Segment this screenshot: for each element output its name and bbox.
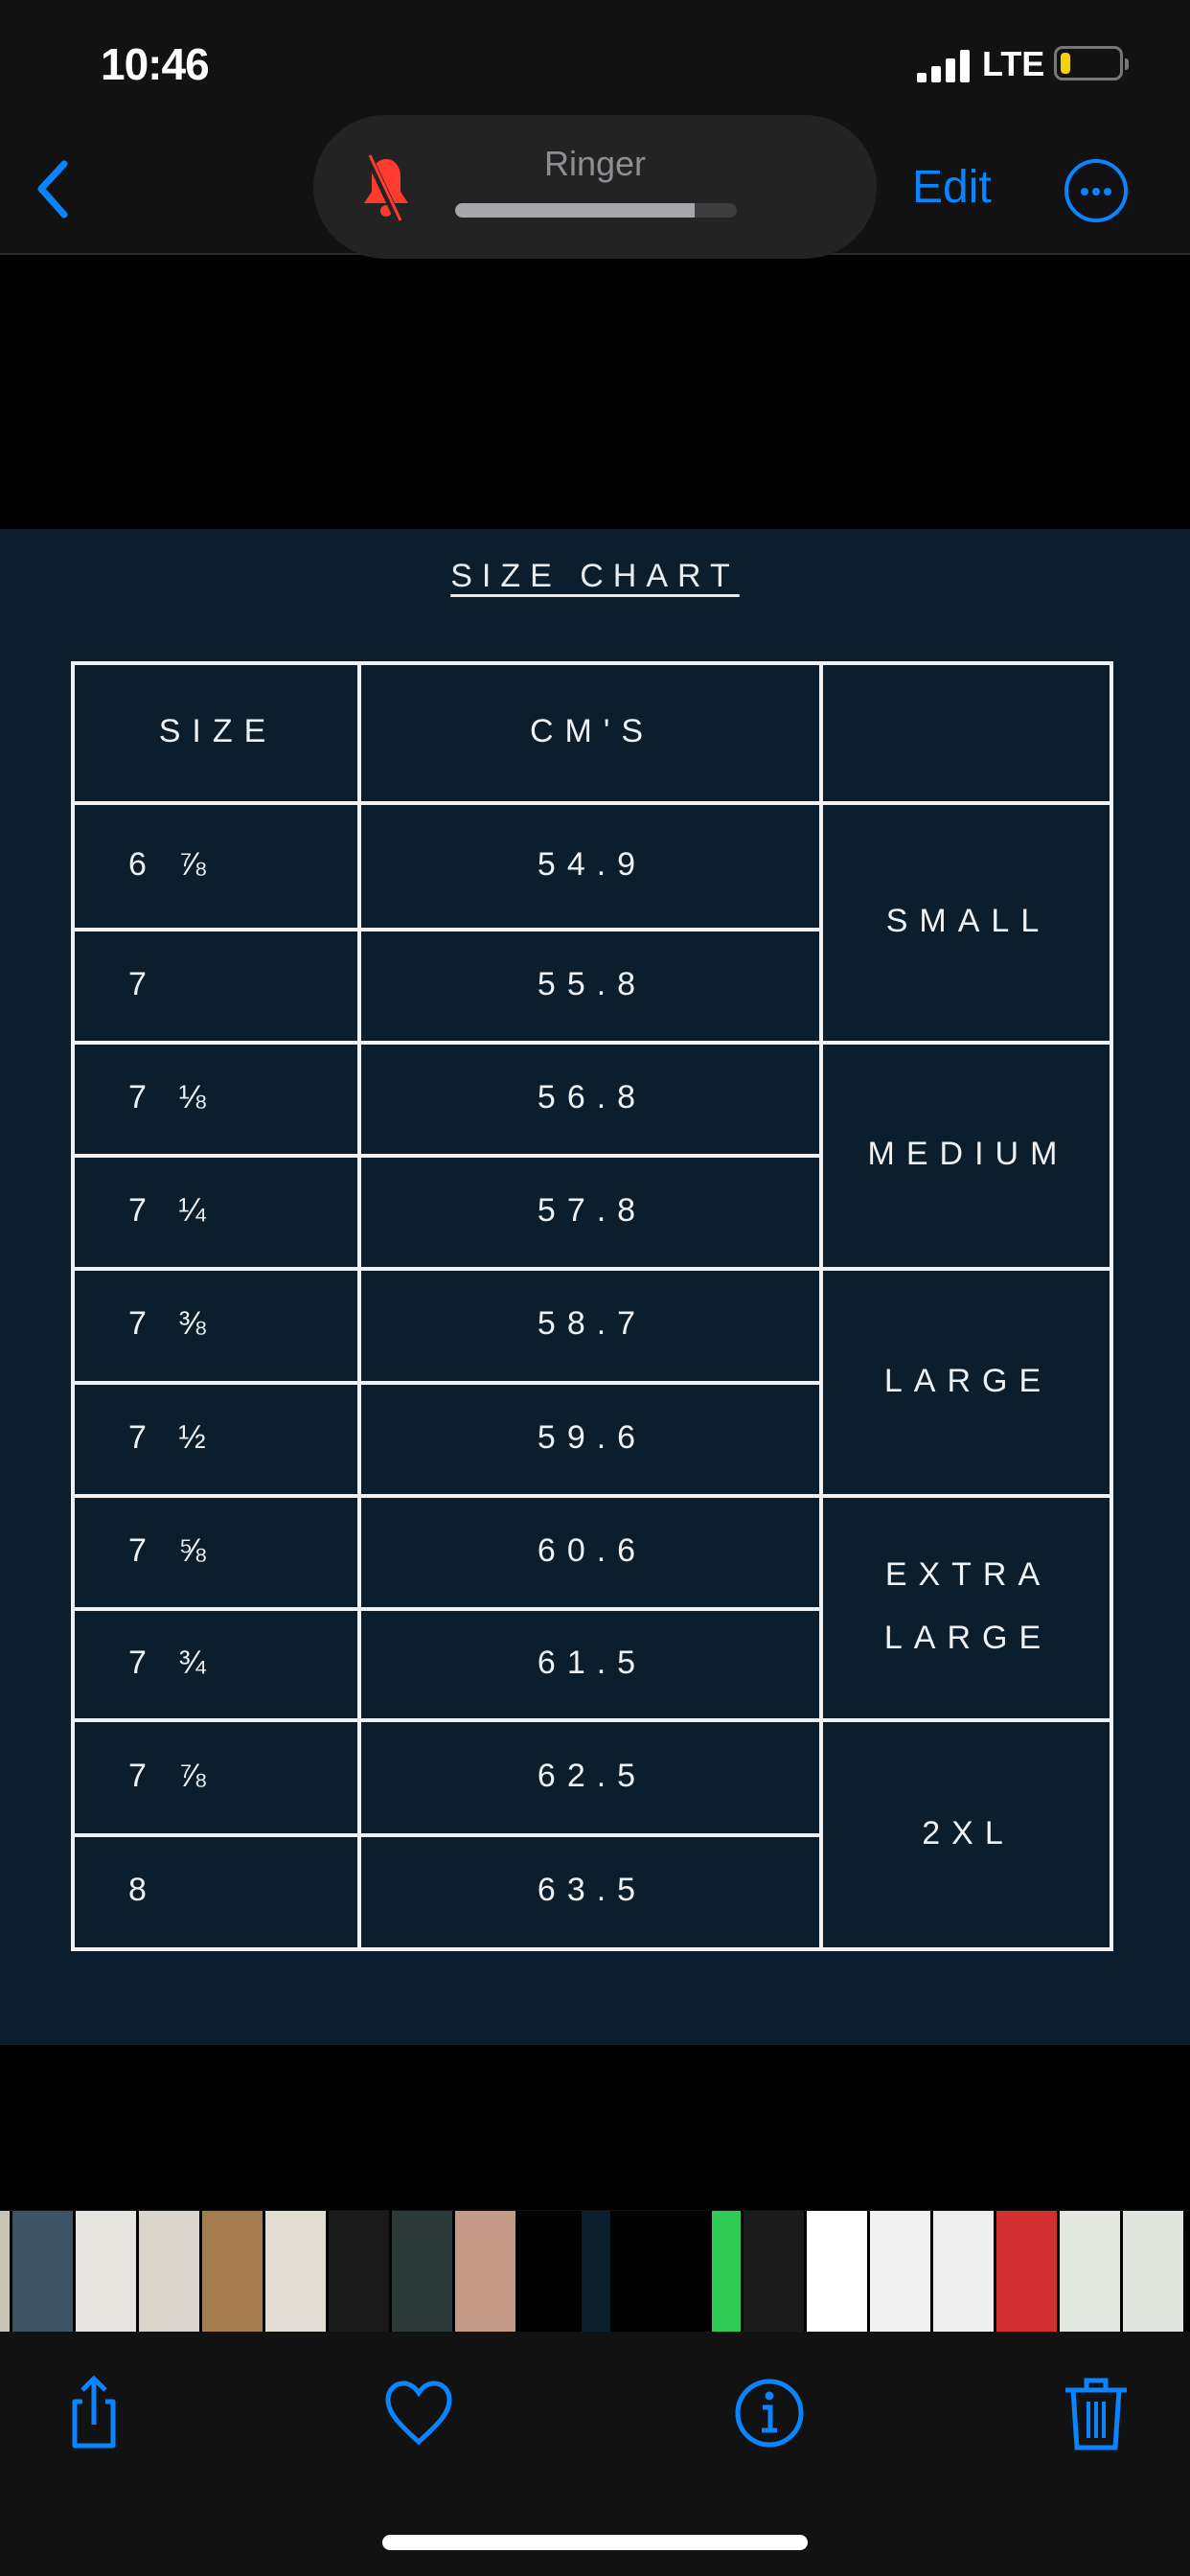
table-row-line [71, 1381, 823, 1385]
cm-cell: 54.9 [537, 845, 648, 883]
photo-thumbnail[interactable] [139, 2211, 199, 2332]
photo-thumbnail[interactable] [329, 2211, 389, 2332]
photo-thumbnail[interactable] [933, 2211, 994, 2332]
photo-thumbnail[interactable] [12, 2211, 73, 2332]
photo-thumbnail[interactable] [744, 2211, 804, 2332]
size-cell: 7 ¾ [128, 1644, 217, 1681]
table-row-line [71, 801, 1113, 805]
chevron-left-icon[interactable] [34, 158, 72, 220]
ringer-label: Ringer [543, 144, 647, 183]
table-row-line [71, 661, 1113, 665]
battery-icon [1054, 46, 1129, 80]
size-group-label: MEDIUM [867, 1136, 1069, 1172]
size-cell: 7 ½ [128, 1418, 217, 1456]
table-row-line [71, 1494, 1113, 1498]
signal-icon [917, 50, 970, 82]
chart-title: SIZE CHART [450, 558, 740, 594]
cm-cell: 63.5 [537, 1872, 648, 1908]
size-cell: 6 ⅞ [128, 845, 217, 883]
size-cell: 7 ⅝ [128, 1531, 217, 1569]
info-icon[interactable] [731, 2375, 808, 2451]
size-cell: 7 ⅞ [128, 1757, 217, 1794]
photo-thumbnail[interactable] [1123, 2211, 1183, 2332]
photo-size-chart: SIZE CHART SIZE CM'S 6 ⅞ 54.9 7 55.8 7 ⅛ 56.8 7 … [0, 529, 1190, 2045]
photo-thumbnail[interactable] [76, 2211, 136, 2332]
share-icon[interactable] [56, 2375, 132, 2451]
photo-background [0, 255, 1190, 529]
table-column-line [357, 661, 361, 1951]
table-row-line [71, 1041, 1113, 1045]
home-indicator[interactable] [382, 2535, 808, 2550]
table-row-line [71, 1267, 1113, 1271]
table-column-line [819, 661, 823, 1951]
table-column-line [71, 661, 75, 1951]
cm-cell: 58.7 [537, 1305, 648, 1342]
photo-thumbnail[interactable] [202, 2211, 263, 2332]
size-cell: 8 [128, 1872, 158, 1908]
size-cell: 7 ¼ [128, 1191, 217, 1229]
cm-cell: 62.5 [537, 1757, 648, 1794]
cm-cell: 61.5 [537, 1644, 648, 1681]
size-group-label: LARGE [883, 1362, 1053, 1399]
edit-button[interactable]: Edit [912, 162, 992, 213]
cm-cell: 56.8 [537, 1078, 648, 1116]
table-row-line [71, 928, 823, 932]
ringer-hud: Ringer [313, 115, 877, 259]
photo-thumbnail[interactable] [807, 2211, 867, 2332]
cm-cell: 60.6 [537, 1531, 648, 1569]
photo-thumbnail[interactable] [996, 2211, 1057, 2332]
photo-thumbnail[interactable] [870, 2211, 930, 2332]
cm-cell: 59.6 [537, 1418, 648, 1456]
size-cell: 7 [128, 965, 158, 1002]
ellipsis-circle-icon[interactable] [1064, 159, 1128, 222]
ringer-volume-bar [455, 203, 737, 218]
table-column-line [1110, 661, 1113, 1951]
table-row-line [71, 1947, 1113, 1951]
photo-thumbnail[interactable] [712, 2211, 741, 2332]
photo-thumbnail[interactable] [265, 2211, 326, 2332]
table-row-line [71, 1154, 823, 1158]
photo-thumbnail[interactable] [613, 2211, 709, 2332]
size-group-label: 2XL [922, 1814, 1015, 1852]
photo-thumbnail[interactable] [0, 2211, 10, 2332]
cm-cell: 57.8 [537, 1191, 648, 1229]
status-time: 10:46 [101, 39, 210, 89]
size-cell: 7 ⅜ [128, 1305, 217, 1342]
network-type: LTE [982, 44, 1045, 83]
ringer-volume-fill [455, 203, 695, 218]
table-row-line [71, 1718, 1113, 1722]
table-header-1: CM'S [529, 712, 655, 749]
size-group-label: EXTRA LARGE [883, 1556, 1053, 1656]
photo-thumbnail[interactable] [1060, 2211, 1120, 2332]
table-row-line [71, 1833, 823, 1837]
photo-thumbnail[interactable] [392, 2211, 452, 2332]
photo-thumbnail[interactable] [455, 2211, 515, 2332]
photo-thumbnail[interactable] [518, 2211, 579, 2332]
cm-cell: 55.8 [537, 965, 648, 1002]
photo-background-bottom [0, 2045, 1190, 2210]
table-header-2 [823, 661, 1113, 801]
bell-slash-icon [364, 153, 408, 222]
table-header-0: SIZE [158, 712, 278, 749]
table-row-line [71, 1607, 823, 1611]
thumbnail-strip[interactable] [0, 2211, 1190, 2332]
heart-icon[interactable] [380, 2375, 457, 2451]
trash-icon[interactable] [1058, 2375, 1134, 2451]
size-cell: 7 ⅛ [128, 1078, 217, 1116]
size-group-label: SMALL [885, 903, 1051, 939]
photo-thumbnail[interactable] [582, 2211, 610, 2332]
